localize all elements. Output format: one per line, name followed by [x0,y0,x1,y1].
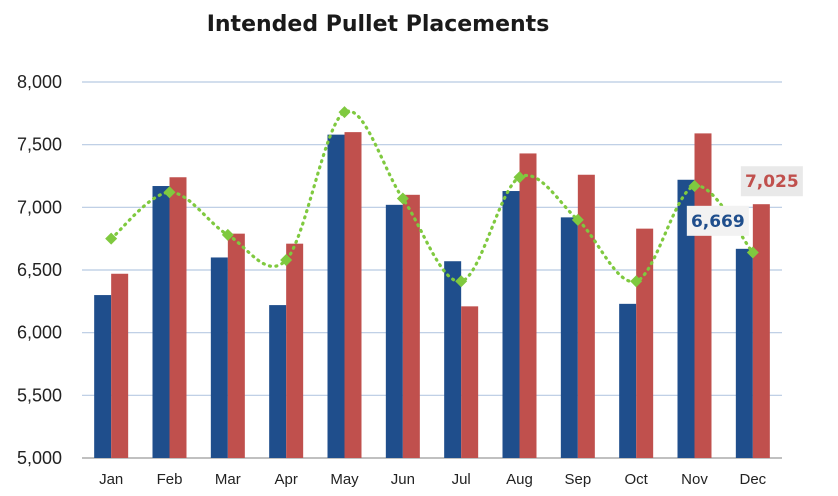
bar-series-1-feb [152,186,170,458]
bar-series-1-sep [560,217,578,458]
bar-series-1-dec [735,248,753,458]
bar-series-1-nov [677,179,695,458]
line-point-may [338,106,351,119]
bar-series-1-mar [210,257,228,458]
trend-line-path [109,109,755,283]
bar-series-2-may [344,132,362,458]
line-point-nov [688,180,701,193]
callout-box-1 [686,205,749,236]
y-tick-label: 7,500 [17,135,62,155]
line-point-mar [221,228,234,241]
x-tick-label: Sep [564,471,591,488]
x-tick-label: Oct [624,471,648,488]
trend-line [105,106,759,288]
line-point-jun [396,192,409,205]
bar-series-1-jul [444,261,462,458]
x-tick-label: Dec [739,471,766,488]
x-tick-label: Aug [506,471,533,488]
x-axis-ticks: Jan Feb Mar Apr May Jun Jul Aug Sep Oct Nov Dec [99,471,767,488]
bar-series-2-dec [752,204,770,458]
bar-series-2-aug [519,153,537,458]
bar-series-1-jan [94,295,112,458]
y-tick-label: 6,000 [17,323,62,343]
bar-series-2-jun [402,194,420,459]
x-tick-label: May [330,471,359,488]
y-tick-label: 6,500 [17,260,62,280]
y-tick-label: 8,000 [17,72,62,92]
line-point-jul [455,275,468,288]
bar-series-2-sep [577,174,595,458]
bar-series-1-oct [619,303,637,458]
x-tick-label: Feb [157,471,183,488]
y-tick-label: 7,000 [17,197,62,217]
x-tick-label: Mar [215,471,241,488]
x-tick-label: Jun [391,471,415,488]
bar-series-1-apr [269,305,287,458]
line-point-feb [163,186,176,199]
line-point-aug [513,171,526,184]
bar-series-2-apr [286,243,304,458]
line-point-apr [280,253,293,266]
line-point-sep [571,213,584,226]
bar-series-2-feb [169,177,187,458]
line-point-oct [630,275,643,288]
y-tick-label: 5,500 [17,385,62,405]
y-tick-label: 5,000 [17,448,62,468]
chart-title: Intended Pullet Placements [206,12,550,37]
bar-series-2-nov [694,133,712,459]
x-tick-label: Nov [681,471,708,488]
bar-series-2-mar [227,233,245,458]
line-point-dec [746,246,759,259]
gridlines [82,81,782,459]
bar-series-2-jan [111,273,129,458]
bar-series-1-aug [502,191,520,459]
x-tick-label: Jul [452,471,471,488]
x-tick-label: Jan [99,471,123,488]
callout-box-2 [740,166,803,197]
callout-label-2: 7,025 [745,172,799,192]
bar-series-1-may [327,134,345,458]
y-axis-ticks: 5,000 5,500 6,000 6,500 7,000 7,500 8,000 [17,72,62,468]
bars [94,132,770,459]
callout-label-1: 6,669 [691,212,745,232]
x-tick-label: Apr [274,471,297,488]
bar-series-2-oct [636,228,654,458]
bar-series-1-jun [385,204,403,458]
line-point-jan [105,232,118,245]
bar-series-2-jul [461,306,479,458]
